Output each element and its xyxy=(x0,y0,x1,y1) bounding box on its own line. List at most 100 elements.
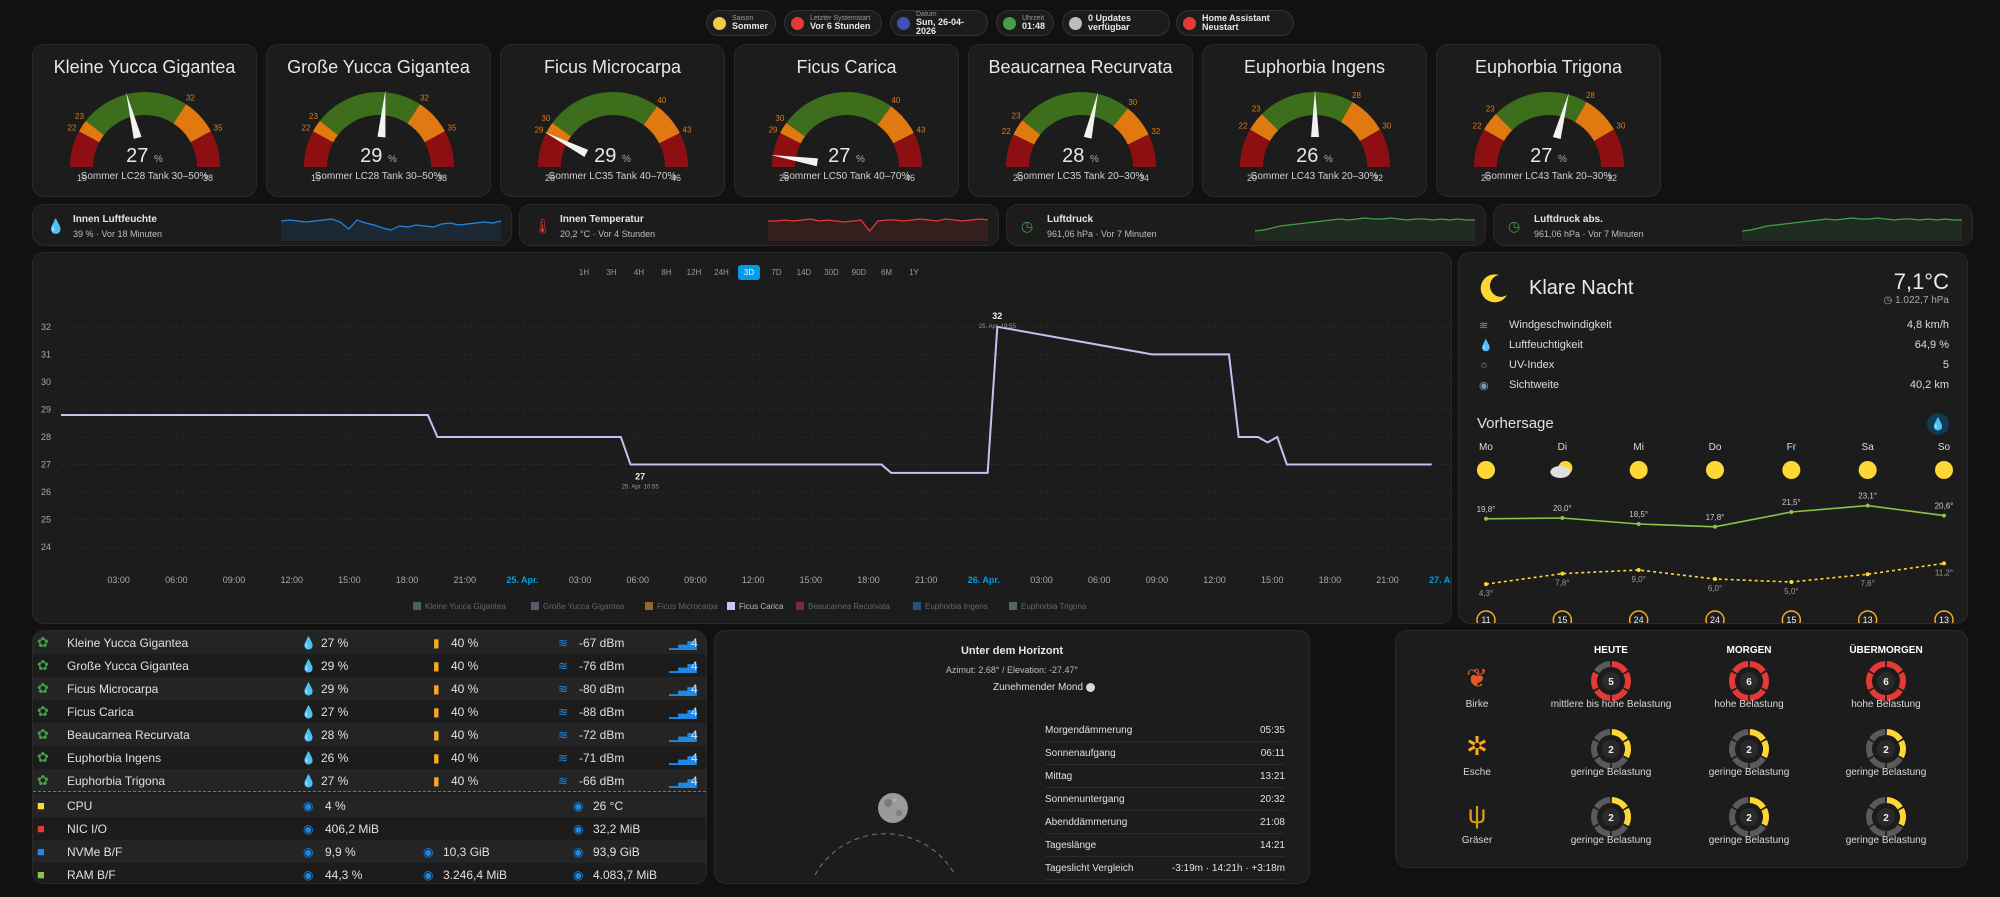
plant-gauge-card[interactable]: Beaucarnea Recurvata 22 23 30 32 20 34 28 % Somm… xyxy=(968,44,1193,197)
pollen-plant-name: Esche xyxy=(1463,767,1491,778)
status-chip[interactable]: Home Assistant Neustart xyxy=(1176,10,1294,36)
x-tick-label: 15:00 xyxy=(1261,575,1284,585)
sun-time-value: 14:21 xyxy=(1259,840,1285,851)
wifi-icon: ≋ xyxy=(558,636,569,650)
restart-icon xyxy=(791,16,804,30)
wind-speed-label: 13 xyxy=(1939,615,1949,624)
pollen-level-ring: 2 xyxy=(1729,729,1769,769)
table-row[interactable]: ✿ Euphorbia Trigona 💧 27 % ▮ 40 % ≋ -66 dBm ▁▃▅ 4 xyxy=(33,769,706,792)
sensor-card[interactable]: 🌡 Innen Temperatur 20,2 °C · Vor 4 Stunden xyxy=(519,204,999,246)
table-row[interactable]: ■ NVMe B/F ◉ 9,9 % ◉ 10,3 GiB ◉ 93,9 GiB xyxy=(33,840,706,863)
gauge-needle xyxy=(1552,92,1569,140)
table-row[interactable]: ■ CPU ◉ 4 % ◉ 26 °C xyxy=(33,794,706,817)
status-chip[interactable]: Letzter Systemstart Vor 6 Stunden xyxy=(784,10,882,36)
range-button[interactable]: 1Y xyxy=(909,268,919,277)
plant-gauge-card[interactable]: Euphorbia Ingens 22 23 28 30 20 32 26 % Sommer L… xyxy=(1202,44,1427,197)
sun-time-label: Abenddämmerung xyxy=(1045,817,1128,828)
wifi-icon: ≋ xyxy=(558,728,569,742)
table-row[interactable]: ■ NIC I/O ◉ 406,2 MiB ◉ 32,2 MiB xyxy=(33,817,706,840)
gauge-tick-label: 35 xyxy=(448,123,457,132)
sun-icon xyxy=(1629,461,1648,479)
wifi-value: -80 dBm xyxy=(579,682,625,696)
y-tick-label: 31 xyxy=(41,349,51,359)
pollen-level-text: hohe Belastung xyxy=(1714,699,1784,710)
plant-gauge-card[interactable]: Kleine Yucca Gigantea 22 23 32 35 19 38 27 % Som… xyxy=(32,44,257,197)
table-row[interactable]: ✿ Ficus Carica 💧 27 % ▮ 40 % ≋ -88 dBm ▁▃▅ 4 xyxy=(33,700,706,723)
table-row[interactable]: ✿ Ficus Microcarpa 💧 29 % ▮ 40 % ≋ -80 dBm ▁▃▅ 4 xyxy=(33,677,706,700)
table-row[interactable]: ✿ Kleine Yucca Gigantea 💧 27 % ▮ 40 % ≋ -67 dBm… xyxy=(33,631,706,654)
plant-gauge-card[interactable]: Ficus Microcarpa 29 30 40 43 26 46 29 % Sommer L… xyxy=(500,44,725,197)
range-button[interactable]: 90D xyxy=(851,268,867,277)
metric-icon: ◉ xyxy=(303,845,314,859)
forecast-chart: Mo Di Mi Do Fr Sa So 19,8° 20,0° 18,5° 17,8° 21,5° 2… xyxy=(1476,442,1954,624)
water-drop-icon: 💧 xyxy=(301,774,316,788)
wifi-value: -76 dBm xyxy=(579,659,625,673)
range-button[interactable]: 14D xyxy=(796,268,812,277)
precipitation-toggle-icon[interactable]: 💧 xyxy=(1927,413,1949,435)
gauge-value-number: 29 xyxy=(360,145,383,167)
gauge-tick-label: 43 xyxy=(683,125,692,134)
metric-icon: ◉ xyxy=(573,799,584,813)
gauge-min-label: 26 xyxy=(545,173,555,183)
battery-icon: ▮ xyxy=(433,705,440,719)
table-row[interactable]: ✿ Euphorbia Ingens 💧 26 % ▮ 40 % ≋ -71 dBm ▁▃▅ 4 xyxy=(33,746,706,769)
gauge-max-label: 32 xyxy=(1373,173,1383,183)
gauge-tick-label: 32 xyxy=(1151,127,1160,136)
status-chip[interactable]: Datum Sun, 26-04-2026 xyxy=(890,10,988,36)
water-drop-icon: 💧 xyxy=(301,636,316,650)
x-tick-label: 06:00 xyxy=(165,575,188,585)
gauge-tick-label: 30 xyxy=(1616,122,1625,131)
wind-speed-label: 15 xyxy=(1557,615,1567,624)
range-button[interactable]: 4H xyxy=(633,268,645,277)
gauge-tick-label: 30 xyxy=(1382,122,1391,131)
range-button[interactable]: 6M xyxy=(880,268,893,277)
x-tick-label: 06:00 xyxy=(626,575,649,585)
sensor-card[interactable]: ◷ Luftdruck abs. 961,06 hPa · Vor 7 Minute… xyxy=(1493,204,1973,246)
legend-label: Euphorbia Ingens xyxy=(925,602,988,611)
wifi-icon: ≋ xyxy=(558,751,569,765)
plant-gauge-card[interactable]: Große Yucca Gigantea 22 23 32 35 19 38 29 % Somm… xyxy=(266,44,491,197)
low-temp-point xyxy=(1484,582,1488,587)
sensor-card[interactable]: ◷ Luftdruck 961,06 hPa · Vor 7 Minuten xyxy=(1006,204,1486,246)
table-row[interactable]: ■ RAM B/F ◉ 44,3 % ◉ 3.246,4 MiB ◉ 4.083,7 MiB xyxy=(33,863,706,883)
gauge-needle xyxy=(126,92,142,139)
signal-icon: ▁▃▅ xyxy=(669,705,697,719)
legend-label: Ficus Carica xyxy=(739,602,784,611)
range-button[interactable]: 12H xyxy=(686,268,702,277)
table-row[interactable]: ✿ Große Yucca Gigantea 💧 29 % ▮ 40 % ≋ -76 dBm ▁… xyxy=(33,654,706,677)
range-button[interactable]: 24H xyxy=(714,268,729,277)
range-button[interactable]: 7D xyxy=(771,268,782,277)
pollen-level-text: geringe Belastung xyxy=(1708,767,1790,778)
gauge-value: 29 % xyxy=(501,145,724,168)
range-button[interactable]: 30D xyxy=(824,268,839,277)
gauge-unit: % xyxy=(1323,154,1333,165)
plant-icon: ✿ xyxy=(37,726,49,742)
status-chip[interactable]: Saison Sommer xyxy=(706,10,776,36)
gauge-needle xyxy=(1311,90,1319,137)
sun-time-label: Mittag xyxy=(1045,771,1073,782)
sensor-sparkline xyxy=(768,218,988,241)
disk-icon: ■ xyxy=(37,844,45,859)
range-button[interactable]: 1H xyxy=(578,268,590,277)
chip-label: Letzter Systemstart xyxy=(810,15,871,22)
range-button[interactable]: 3D xyxy=(738,265,760,280)
pollen-level-text: geringe Belastung xyxy=(1708,835,1790,846)
weather-card[interactable]: Klare Nacht 7,1°C ◷ 1.022,7 hPa ≋ Windges… xyxy=(1458,252,1968,624)
pollen-level: 6 xyxy=(1746,677,1752,688)
sensor-card[interactable]: 💧 Innen Luftfeuchte 39 % · Vor 18 Minuten xyxy=(32,204,512,246)
sensor-name: Innen Luftfeuchte xyxy=(73,214,157,225)
range-button[interactable]: 8H xyxy=(661,268,672,277)
system-name: NIC I/O xyxy=(67,822,108,836)
system-value-3: 4.083,7 MiB xyxy=(593,868,658,882)
high-temp-label: 23,1° xyxy=(1858,492,1877,501)
gauge-max-label: 46 xyxy=(905,173,915,183)
plant-gauge-card[interactable]: Euphorbia Trigona 22 23 28 30 20 32 27 % Sommer … xyxy=(1436,44,1661,197)
status-chip[interactable]: 0 Updates verfügbar xyxy=(1062,10,1170,36)
plant-gauge-card[interactable]: Ficus Carica 29 30 40 43 26 46 27 % Sommer LC50 … xyxy=(734,44,959,197)
gauge-tick-label: 23 xyxy=(75,112,84,121)
status-chip[interactable]: Uhrzeit 01:48 xyxy=(996,10,1054,36)
system-value-2: 3.246,4 MiB xyxy=(443,868,508,882)
range-button[interactable]: 3H xyxy=(606,268,617,277)
table-row[interactable]: ✿ Beaucarnea Recurvata 💧 28 % ▮ 40 % ≋ -72 dBm ▁… xyxy=(33,723,706,746)
sensor-value: 961,06 hPa · Vor 7 Minuten xyxy=(1534,229,1644,239)
